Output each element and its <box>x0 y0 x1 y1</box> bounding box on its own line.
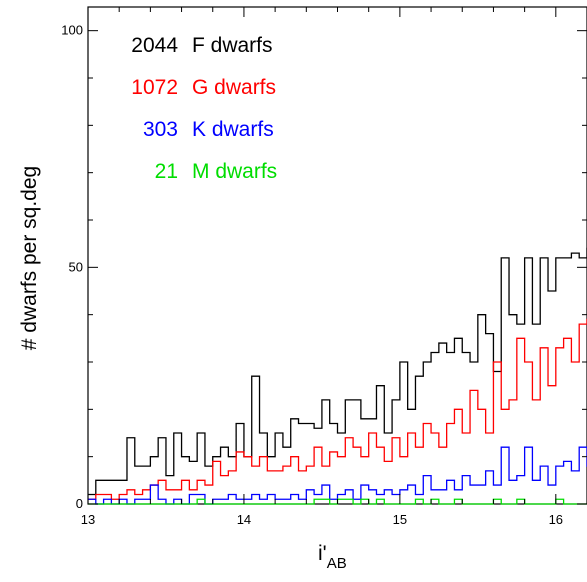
legend-count: 303 <box>143 118 178 141</box>
series-f-dwarfs <box>88 247 587 496</box>
y-tick-label: 100 <box>61 23 83 38</box>
legend-label: M dwarfs <box>192 160 277 183</box>
y-axis-title: # dwarfs per sq.deg <box>18 166 41 350</box>
legend-label: F dwarfs <box>192 34 273 57</box>
x-axis-title-subscript: AB <box>327 555 347 572</box>
y-tick-label: 0 <box>76 496 83 511</box>
tick-layer: 13 14 15 16 0 50 100 <box>61 7 587 527</box>
x-axis-title-main: i' <box>318 542 327 565</box>
y-tick-label: 50 <box>69 259 83 274</box>
x-axis-title: i'AB <box>318 542 347 572</box>
legend-label: G dwarfs <box>192 76 276 99</box>
series-k-dwarfs <box>88 446 587 505</box>
x-tick-label: 14 <box>237 512 251 527</box>
legend-label: K dwarfs <box>192 118 274 141</box>
x-tick-label: 15 <box>393 512 407 527</box>
legend-count: 21 <box>155 160 178 183</box>
legend-count: 1072 <box>131 76 178 99</box>
legend-count: 2044 <box>131 34 178 57</box>
x-tick-label: 16 <box>549 512 563 527</box>
legend: 2044 F dwarfs 1072 G dwarfs 303 K dwarfs 21 M d… <box>131 34 277 183</box>
series-g-dwarfs <box>88 318 587 500</box>
x-tick-label: 13 <box>81 512 95 527</box>
